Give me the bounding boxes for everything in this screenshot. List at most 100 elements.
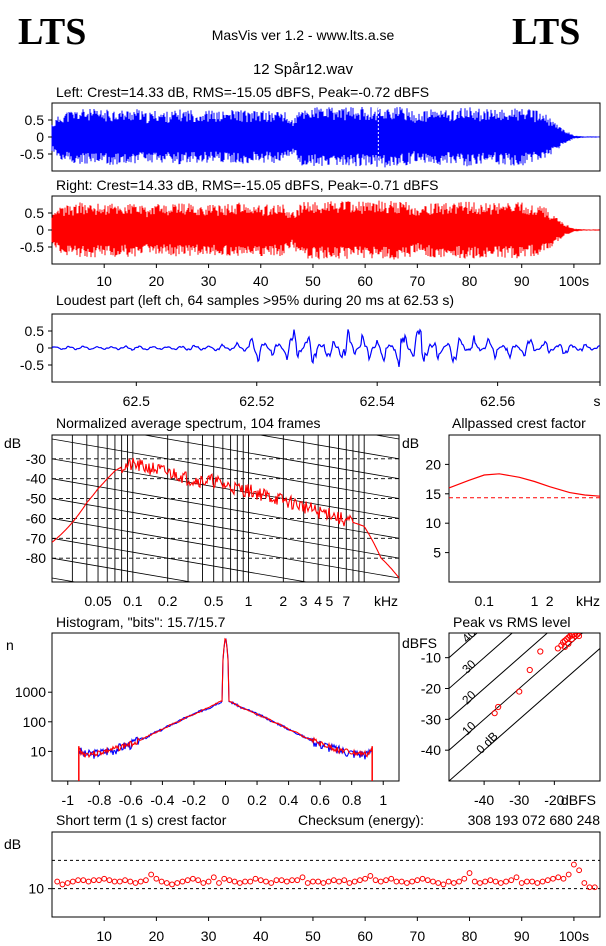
right-waveform-xtick-label: 20 [149, 273, 165, 289]
short-term-crest-point [242, 878, 249, 885]
short-term-crest-xtick-label: 50 [305, 928, 321, 944]
short-term-crest-point [383, 877, 389, 884]
short-term-crest-frame [51, 831, 601, 918]
checksum-value: 308 193 072 680 248 [468, 812, 601, 828]
short-term-crest-point [59, 881, 66, 888]
short-term-crest-point [236, 880, 243, 886]
loudest-part-marks [51, 328, 601, 367]
right-waveform-xtick-label: 80 [462, 273, 478, 289]
right-waveform-ytick-label: 0 [36, 222, 44, 238]
short-term-crest-point [330, 877, 337, 884]
short-term-crest-point [96, 877, 102, 884]
peak-vs-rms-xtick-label: -20 [544, 792, 564, 808]
histogram-ytick-label: 10 [30, 743, 46, 759]
left-waveform-signal [51, 107, 600, 168]
histogram-xtick-label: 1 [379, 792, 387, 808]
left-waveform-ytick-label: -0.5 [20, 146, 44, 162]
short-term-crest-point [497, 880, 504, 886]
peak-vs-rms-point [516, 688, 523, 695]
short-term-crest-point [320, 880, 327, 886]
histogram-ytick-label: 1000 [15, 684, 46, 700]
spectrum-grid-diagonal [52, 360, 399, 420]
allpassed-crest-ytick-label: 20 [425, 456, 441, 472]
short-term-crest-point [310, 878, 316, 885]
short-term-crest-xtick-label: 80 [462, 928, 478, 944]
short-term-crest-point [122, 877, 128, 884]
short-term-crest-point [372, 877, 379, 884]
short-term-crest-point [534, 880, 541, 886]
short-term-crest-point [111, 878, 118, 885]
short-term-crest-reference-lines [52, 859, 600, 890]
loudest-part-xtick-label: s [594, 393, 601, 409]
peak-vs-rms-point [561, 637, 568, 644]
short-term-crest-point [550, 875, 556, 882]
short-term-crest-point [524, 878, 530, 885]
short-term-crest-point [257, 877, 264, 884]
histogram-xtick-label: -0.6 [119, 792, 143, 808]
right-waveform-y-axis: 0.50-0.5 [20, 205, 52, 255]
short-term-crest-point [503, 878, 509, 885]
crest-line [449, 633, 549, 720]
spectrum-marks [52, 457, 399, 579]
short-term-crest-ytick-label: 10 [28, 881, 44, 897]
short-term-crest-point [221, 875, 228, 882]
short-term-crest-point [283, 878, 290, 885]
loudest-part-xtick-label: 62.5 [123, 393, 150, 409]
peak-vs-rms-ytick-label: -30 [421, 711, 441, 727]
spectrum-xtick-label: 0.2 [158, 593, 178, 609]
short-term-crest-point [268, 880, 275, 886]
short-term-crest-point [179, 878, 186, 885]
peak-vs-rms-marks [491, 633, 583, 717]
short-term-crest-point [393, 878, 400, 885]
loudest-part-ytick-label: 0.5 [25, 323, 45, 339]
short-term-crest-point [471, 878, 478, 885]
allpassed-crest-y-axis: 20 15 10 5 [425, 456, 449, 561]
allpassed-crest-ytick-label: 10 [425, 515, 441, 531]
short-term-crest-point [560, 875, 567, 882]
allpassed-crest-panel: Allpassed crest factor dB 20 15 10 5 0.1 1 2 k… [402, 415, 601, 609]
loudest-part-frame [51, 313, 601, 383]
peak-vs-rms-point [537, 648, 544, 655]
left-waveform-panel: Left: Crest=14.33 dB, RMS=-15.05 dBFS, P… [20, 84, 601, 172]
short-term-crest-point [565, 871, 572, 878]
histogram-xtick-label: 0.8 [342, 792, 362, 808]
peak-vs-rms-xtick-label: -40 [474, 792, 494, 808]
spectrum-x-axis: 0.05 0.1 0.2 0.5 1 2 3 4 5 7 [84, 593, 350, 609]
short-term-crest-point [231, 878, 238, 885]
right-waveform-xtick-label: 90 [514, 273, 530, 289]
spectrum-title: Normalized average spectrum, 104 frames [56, 415, 321, 431]
histogram-y-label: n [6, 637, 14, 653]
allpassed-crest-xtick-label: 1 [531, 593, 539, 609]
short-term-crest-point [195, 877, 202, 884]
spectrum-grid-diagonal [52, 518, 399, 579]
spectrum-grid-diagonal [52, 438, 399, 499]
short-term-crest-point [158, 878, 165, 885]
right-waveform-panel: Right: Crest=14.33 dB, RMS=-15.05 dBFS, … [20, 177, 601, 289]
short-term-crest-point [132, 880, 139, 886]
short-term-crest-point [90, 877, 97, 884]
short-term-crest-point [508, 877, 515, 884]
crest-line-label: 10 [459, 718, 479, 738]
spectrum-xtick-label: 0.1 [123, 593, 143, 609]
left-waveform-ytick-label: 0.5 [25, 112, 45, 128]
short-term-crest-point [174, 880, 181, 886]
histogram-right-curve [78, 637, 373, 759]
left-waveform-marks [51, 104, 600, 170]
short-term-crest-y-label: dB [4, 836, 21, 852]
short-term-crest-point [357, 877, 363, 884]
short-term-crest-point [205, 878, 212, 885]
spectrum-y-label: dB [4, 435, 21, 451]
short-term-crest-xtick-label: 60 [357, 928, 373, 944]
short-term-crest-point [477, 880, 483, 886]
peak-vs-rms-xtick-label: -30 [509, 792, 529, 808]
short-term-crest-point [591, 884, 598, 891]
short-term-crest-point [273, 877, 280, 884]
short-term-crest-point [419, 875, 426, 882]
short-term-crest-point [336, 878, 342, 885]
histogram-xtick-label: 0.2 [247, 792, 267, 808]
peak-vs-rms-point [495, 703, 502, 711]
histogram-ytick-label: 100 [23, 714, 47, 730]
spectrum-grid-diagonal [52, 458, 399, 519]
